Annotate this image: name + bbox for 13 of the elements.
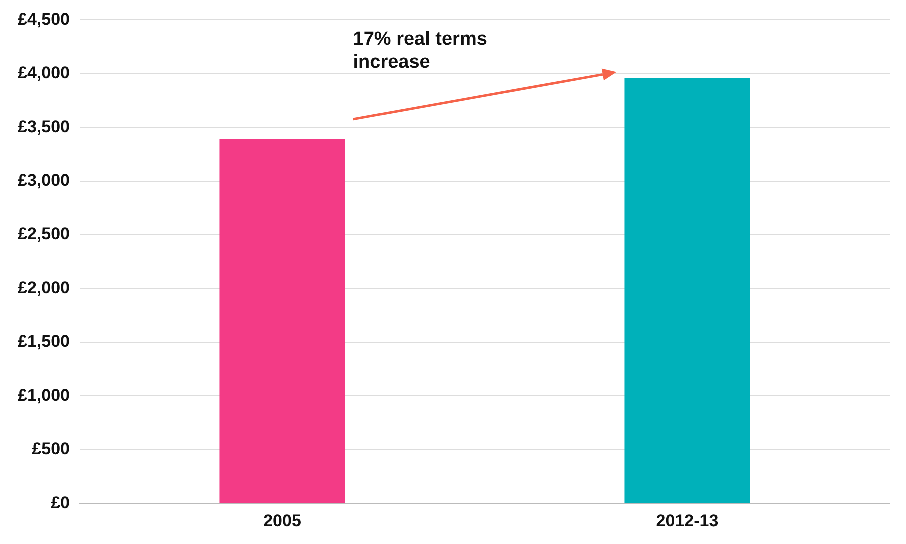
y-tick-label: £4,500: [18, 10, 70, 29]
y-tick-label: £1,000: [18, 386, 70, 405]
y-tick-label: £2,500: [18, 224, 70, 244]
y-tick-label: £4,000: [18, 64, 70, 83]
y-tick-label: £3,000: [18, 171, 70, 190]
y-tick-label: £2,000: [18, 278, 70, 298]
annotation: 17% real terms increase: [353, 28, 488, 74]
x-tick-label: 2005: [264, 511, 302, 530]
x-tick-label: 2012-13: [656, 511, 719, 530]
y-tick-label: £0: [51, 493, 70, 512]
y-tick-label: £500: [32, 440, 70, 459]
y-tick-label: £3,500: [18, 117, 70, 136]
y-tick-label: £1,500: [18, 332, 70, 352]
